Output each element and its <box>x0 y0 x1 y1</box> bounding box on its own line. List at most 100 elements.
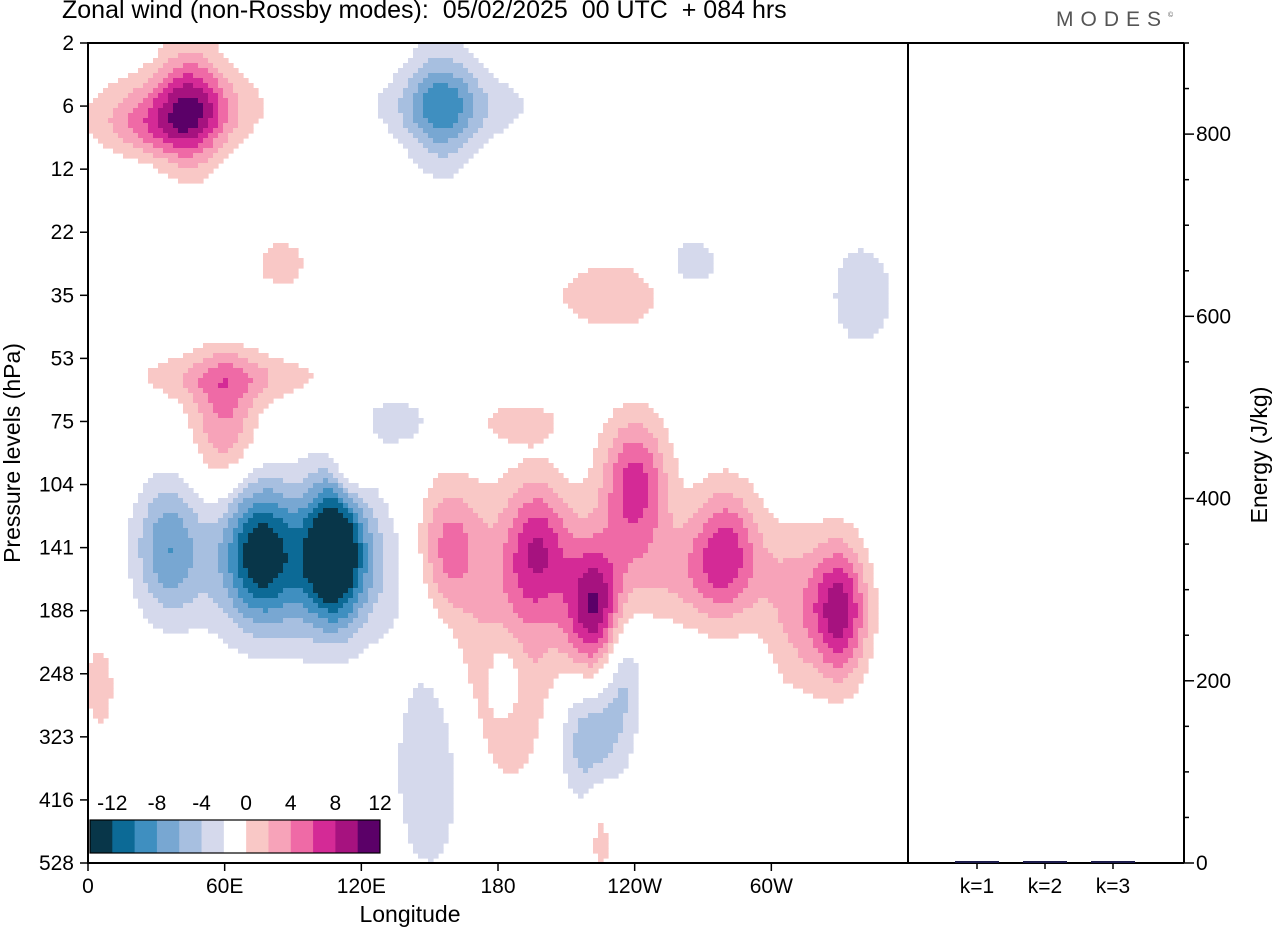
field-cell <box>583 638 599 644</box>
field-cell <box>223 533 234 539</box>
field-cell <box>583 553 604 559</box>
field-cell <box>438 548 469 554</box>
field-cell <box>268 608 309 614</box>
field-cell <box>168 118 199 124</box>
field-cell <box>383 548 399 554</box>
field-cell <box>463 63 484 69</box>
field-cell <box>283 618 304 624</box>
field-cell <box>613 563 629 569</box>
field-cell <box>398 758 454 764</box>
field-cell <box>323 498 339 504</box>
field-cell <box>593 508 609 514</box>
field-cell <box>303 543 359 549</box>
field-cell <box>403 728 449 734</box>
field-cell <box>623 723 639 729</box>
field-cell <box>478 698 489 704</box>
field-cell <box>88 123 114 129</box>
field-cell <box>383 568 399 574</box>
field-cell <box>513 518 529 524</box>
field-cell <box>768 648 799 654</box>
x-tick-label: 120W <box>607 875 662 898</box>
field-cell <box>163 78 174 84</box>
field-cell <box>563 523 609 529</box>
field-cell <box>553 488 599 494</box>
field-cell <box>88 113 114 119</box>
field-cell <box>163 583 179 589</box>
field-cell <box>563 598 579 604</box>
field-cell <box>218 498 234 504</box>
field-cell <box>373 563 384 569</box>
field-cell <box>128 533 144 539</box>
field-cell <box>203 423 244 429</box>
field-cell <box>518 508 554 514</box>
field-cell <box>418 538 429 544</box>
field-cell <box>603 653 609 659</box>
field-cell <box>308 453 329 459</box>
field-cell <box>518 543 529 549</box>
field-cell <box>203 78 219 84</box>
field-cell <box>708 543 739 549</box>
field-cell <box>223 128 234 134</box>
field-cell <box>133 588 149 594</box>
field-cell <box>658 448 674 454</box>
y-tick-label: 12 <box>51 158 74 181</box>
field-cell <box>88 118 109 124</box>
field-cell <box>88 673 109 679</box>
field-cell <box>223 608 239 614</box>
field-cell <box>128 523 144 529</box>
field-cell <box>828 618 849 624</box>
field-cell <box>688 553 704 559</box>
field-cell <box>628 463 644 469</box>
field-cell <box>383 563 399 569</box>
field-cell <box>128 573 144 579</box>
colorbar-swatch <box>112 820 136 853</box>
field-cell <box>158 578 184 584</box>
field-cell <box>93 98 124 104</box>
field-cell <box>618 623 624 629</box>
field-cell <box>528 563 549 569</box>
field-cell <box>88 668 109 674</box>
field-cell <box>568 503 599 509</box>
field-cell <box>468 668 489 674</box>
field-cell <box>778 558 784 564</box>
y-tick-label: 6 <box>62 95 74 118</box>
field-cell <box>613 468 624 474</box>
field-cell <box>743 503 764 509</box>
field-cell <box>103 143 134 149</box>
y-tick-label: 104 <box>39 474 74 497</box>
field-cell <box>238 623 314 629</box>
field-cell <box>563 753 574 759</box>
field-cell <box>473 613 519 619</box>
field-cell <box>443 528 464 534</box>
field-cell <box>823 608 849 614</box>
field-cell <box>368 548 374 554</box>
field-cell <box>163 103 174 109</box>
field-cell <box>803 603 814 609</box>
field-cell <box>583 698 614 704</box>
field-cell <box>623 483 649 489</box>
field-cell <box>848 558 859 564</box>
field-cell <box>608 598 614 604</box>
field-cell <box>538 658 574 664</box>
field-cell <box>863 608 869 614</box>
field-cell <box>423 113 459 119</box>
field-cell <box>578 273 639 279</box>
field-cell <box>368 568 374 574</box>
field-cell <box>233 573 239 579</box>
field-cell <box>213 73 224 79</box>
field-cell <box>358 608 374 614</box>
field-cell <box>438 613 474 619</box>
field-cell <box>608 518 629 524</box>
field-cell <box>263 388 294 394</box>
field-cell <box>498 518 514 524</box>
field-cell <box>673 518 689 524</box>
field-cell <box>593 448 609 454</box>
field-cell <box>763 638 789 644</box>
field-cell <box>433 513 479 519</box>
field-cell <box>403 718 444 724</box>
field-cell <box>208 83 219 89</box>
field-cell <box>138 543 154 549</box>
field-cell <box>228 78 249 84</box>
field-cell <box>238 123 254 129</box>
field-cell <box>778 608 804 614</box>
